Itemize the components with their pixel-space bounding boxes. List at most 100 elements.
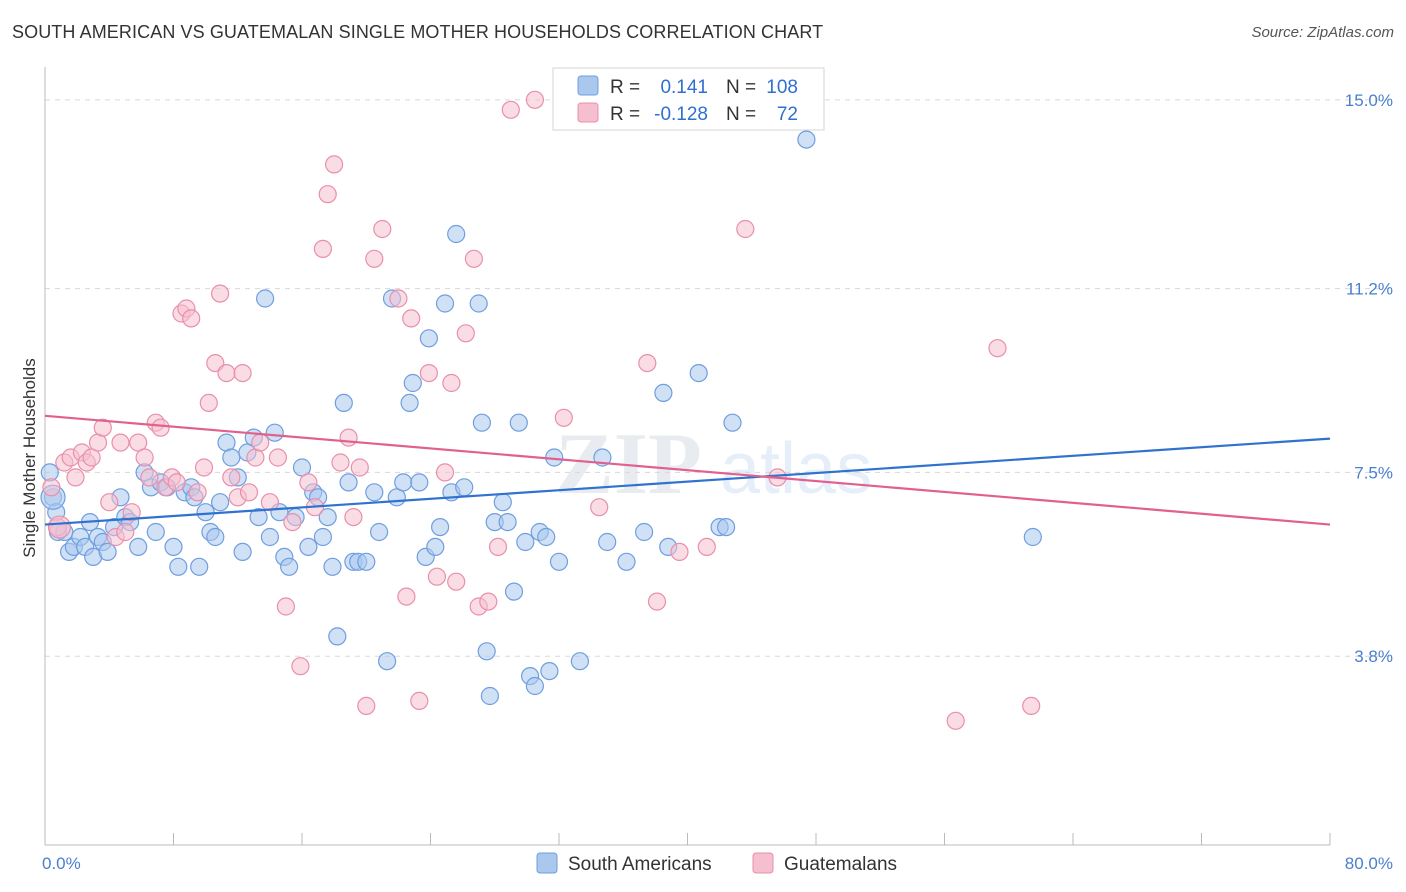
y-tick-label-2: 11.2% [1346,280,1393,299]
guatemalans-point-65 [464,249,483,268]
guatemalans-point-63 [447,572,466,591]
guatemalans-point-10 [100,493,119,512]
south-americans-point-93 [549,552,569,571]
trend-lines [44,414,1331,526]
south-americans-point-80 [480,686,499,706]
south-americans-point-105 [797,130,816,149]
south-americans-point-55 [334,393,353,412]
guatemalans-point-67 [479,592,498,611]
guatemalans-point-37 [251,433,270,452]
south-americans-point-41 [260,527,279,547]
south-americans-point-67 [403,373,422,393]
south-americans-point-28 [190,557,209,576]
south-americans-point-45 [280,557,299,576]
south-americans-point-73 [435,294,455,313]
legend-r-value-2: -0.128 [654,104,708,125]
south-americans-point-76 [455,478,474,497]
guatemalans-point-35 [239,483,259,502]
guatemalans-point-14 [122,503,141,522]
south-americans-point-77 [469,294,488,313]
guatemalans-point-55 [389,289,408,308]
legend-swatch-blue [577,75,599,96]
south-americans-point-71 [426,537,445,557]
y-tick-label-3: 15.0% [1345,91,1393,110]
guatemalans-point-39 [268,448,287,467]
south-americans-point-83 [498,512,517,532]
south-americans-point-66 [400,393,419,412]
south-americans-point-106 [1023,527,1042,547]
south-americans-points [40,130,1042,706]
guatemalans-point-26 [188,483,207,502]
south-americans-point-78 [472,413,491,432]
guatemalans-point-48 [331,453,350,472]
south-americans-point-12 [98,542,117,562]
series-swatch-guatemalans[interactable] [752,852,774,874]
guatemalans-point-27 [194,458,214,477]
y-tick-label-1: 7.5% [1354,463,1393,482]
guatemalans-point-47 [325,155,344,174]
tick-labels: 3.8% 7.5% 11.2% 15.0% 0.0% 80.0% [42,91,1393,873]
south-americans-point-24 [169,557,188,576]
y-tick-label-0: 3.8% [1354,647,1393,666]
guatemalans-point-56 [397,587,416,606]
south-americans-point-90 [537,527,556,547]
guatemalans-point-72 [647,592,667,611]
guatemalans-point-34 [233,364,252,383]
guatemalans-point-68 [488,537,508,557]
series-label-south-americans[interactable]: South Americans [568,854,712,875]
south-americans-point-29 [196,503,215,522]
south-americans-point-72 [431,517,450,537]
guatemalans-point-60 [427,567,446,586]
south-americans-point-82 [493,493,512,512]
guatemalans-point-57 [402,309,421,328]
south-americans-point-56 [339,473,358,492]
y-axis-label: Single Mother Households [20,358,39,557]
guatemalans-point-46 [318,185,337,204]
south-americans-point-85 [509,413,528,432]
south-americans-point-104 [723,413,742,432]
guatemalans-point-54 [373,219,392,239]
guatemalans-point-16 [135,448,154,467]
guatemalans-point-81 [670,542,689,562]
guatemalans-point-70 [590,498,609,517]
guatemalans-points [42,90,1041,730]
guatemalans-point-78 [1022,696,1041,716]
south-americans-point-40 [256,289,275,308]
south-americans-point-75 [447,224,466,244]
south-americans-point-39 [249,507,268,527]
guatemalans-point-19 [151,418,170,437]
south-americans-point-62 [378,652,397,671]
legend-n-label-2: N = [726,104,756,125]
south-americans-point-23 [164,537,183,557]
south-americans-point-70 [419,329,438,348]
guatemalans-point-52 [357,696,376,716]
series-label-guatemalans[interactable]: Guatemalans [784,854,897,875]
guatemalans-point-0 [42,478,61,497]
guatemalans-point-79 [501,100,520,119]
legend-n-value-1: 108 [766,77,798,98]
guatemalans-point-4 [66,468,85,487]
guatemalans-point-58 [410,691,429,711]
series-swatch-south-americans[interactable] [536,852,558,874]
axes [44,67,1331,846]
guatemalans-point-61 [435,463,455,482]
guatemalans-point-59 [419,364,438,383]
south-americans-point-94 [570,652,590,671]
x-tick-label-1: 80.0% [1345,854,1393,873]
south-americans-point-86 [516,532,535,552]
guatemalans-point-51 [350,458,369,477]
source-note: Source: ZipAtlas.com [1251,24,1394,41]
guatemalans-point-large [47,515,72,539]
guatemalans-point-77 [988,339,1007,358]
south-americans-point-79 [477,642,496,661]
south-americans-point-101 [689,364,708,383]
guatemalans-point-9 [93,418,112,437]
guatemalans-point-40 [276,597,295,616]
guatemalans-point-28 [199,393,218,412]
guatemalans-point-76 [946,711,965,730]
south-americans-point-84 [504,582,524,601]
guatemalans-point-41 [283,512,302,532]
guatemalans-point-31 [217,364,236,383]
guatemalans-point-71 [638,354,657,373]
